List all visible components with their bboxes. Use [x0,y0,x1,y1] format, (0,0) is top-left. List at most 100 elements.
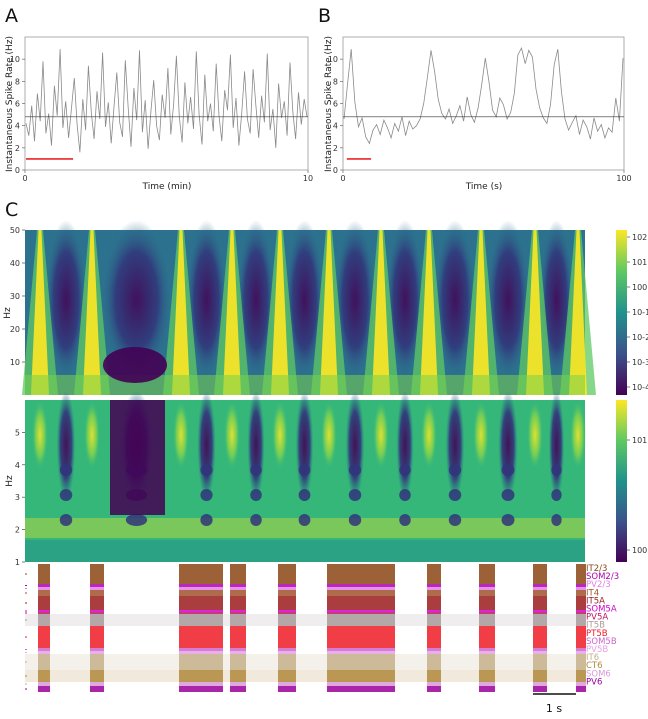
raster-burst-block [90,612,104,614]
raster-burst-block [278,626,296,648]
colorbar-low-frequency-tick-label: 100 [632,546,647,555]
raster-burst-block [427,590,441,596]
raster-burst-block [379,564,395,584]
raster-burst-block [576,590,586,596]
raster-burst-block [90,651,104,654]
raster-burst-block [230,612,246,614]
raster-burst-block [179,686,223,692]
spectrogram-dark-node [551,489,562,501]
spectrogram-dark-node [298,464,311,476]
raster-burst-block [230,648,246,651]
time-scale-label: 1 s [546,702,562,715]
spectrogram-burst-column [32,400,48,470]
raster-burst-block [427,654,441,670]
panelB-ytick-label: 6 [333,100,338,109]
spectrogram-dark-node [501,514,515,526]
spectrogram-dark-node [59,514,73,526]
raster-burst-block [427,584,441,587]
raster-burst-block [38,584,50,587]
spectrogram-burst-core [271,230,289,395]
raster-burst-block [379,626,395,648]
raster-burst-block [479,648,495,651]
raster-burst-block [179,564,223,584]
spectrogram-dark-node [448,464,462,476]
raster-burst-block [479,584,495,587]
raster-burst-block [533,564,547,584]
panel-letter-a: A [5,5,18,27]
colorbar-broadband-tick-label: 10-1 [632,308,648,317]
raster-population-label: PV5B [586,645,608,655]
raster-burst-block [179,648,223,651]
raster-burst-block [90,654,104,670]
raster-burst-block [379,584,395,587]
spectrogram-quiet-bowl [103,347,167,383]
spectrogram-burst-core [372,230,390,395]
panelB-rate-trace [343,46,624,145]
raster-burst-block [533,626,547,648]
raster-burst-block [327,596,379,610]
raster-background-activity [25,670,585,682]
raster-burst-block [576,648,586,651]
raster-background-activity [25,614,585,626]
raster-burst-block [90,587,104,590]
raster-burst-block [230,626,246,648]
raster-burst-block [427,626,441,648]
raster-burst-block [479,626,495,648]
spectrogram-low-power-region [434,220,476,380]
raster-burst-block [576,564,586,584]
raster-burst-block [179,587,223,590]
spectrogram-dark-node [250,489,262,501]
raster-burst-block [327,626,379,648]
raster-burst-block [230,670,246,682]
spectrogram-dark-node [501,489,515,501]
raster-burst-block [90,596,104,610]
spectrogram-dark-node [250,464,262,476]
raster-burst-block [533,686,547,692]
panelA-xtick-label: 0 [22,174,27,183]
spectrogram-dark-node [448,489,462,501]
raster-burst-block [479,596,495,610]
spectrogram-low-power-region [334,220,376,380]
raster-burst-block [479,564,495,584]
spectrogram-dark-column [247,390,265,500]
panelB-ytick-label: 8 [333,77,338,86]
spectrogram-dark-node [399,489,411,501]
raster-burst-block [278,590,296,596]
raster-burst-block [379,670,395,682]
raster-burst-block [38,587,50,590]
raster-burst-block [278,651,296,654]
raster-burst-block [278,614,296,626]
raster-burst-block [278,584,296,587]
raster-burst-block [427,587,441,590]
raster-burst-block [379,614,395,626]
raster-burst-block [533,670,547,682]
raster-burst-block [230,564,246,584]
spectrogram-dark-column [445,390,465,500]
raster-burst-block [327,686,379,692]
panelB-xtick-label: 100 [616,174,631,183]
raster-burst-block [576,682,586,686]
raster-burst-block [479,686,495,692]
spectrogram-burst-column [421,400,437,470]
spectrogram-dark-node [298,489,311,501]
raster-burst-block [479,610,495,612]
raster-burst-block [278,682,296,686]
raster-burst-block [379,612,395,614]
raster-burst-block [533,651,547,654]
spectrogram-dark-node [399,514,411,526]
raster-population-label: SOM5B [586,637,617,647]
raster-burst-block [533,682,547,686]
raster-burst-block [379,590,395,596]
spectrogram-dark-node [250,514,262,526]
raster-burst-block [479,612,495,614]
raster-burst-block [278,587,296,590]
colorbar-broadband-tick-label: 102 [632,233,647,242]
raster-burst-block [379,682,395,686]
raster-burst-block [533,584,547,587]
spectrogram-low-freq-band [25,375,585,395]
raster-burst-block [278,610,296,612]
raster-burst-block [179,590,223,596]
panelB-ytick-label: 0 [333,166,338,175]
raster-burst-block [427,610,441,612]
